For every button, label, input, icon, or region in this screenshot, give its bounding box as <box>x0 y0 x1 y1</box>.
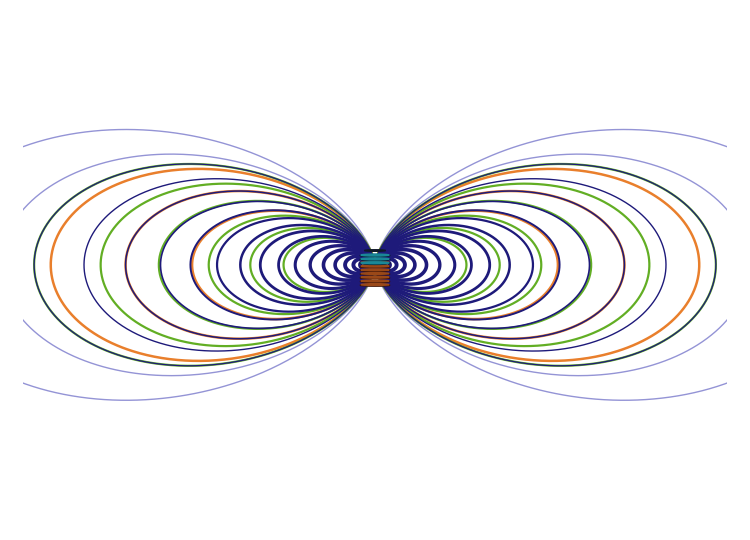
Ellipse shape <box>360 273 390 275</box>
Ellipse shape <box>360 254 390 256</box>
Ellipse shape <box>361 269 389 271</box>
Ellipse shape <box>364 249 386 251</box>
Ellipse shape <box>360 262 390 264</box>
Ellipse shape <box>361 265 389 267</box>
Ellipse shape <box>361 262 389 264</box>
Ellipse shape <box>360 262 390 265</box>
Ellipse shape <box>360 258 390 261</box>
Ellipse shape <box>360 281 390 282</box>
Ellipse shape <box>360 284 390 286</box>
Ellipse shape <box>361 276 389 278</box>
Ellipse shape <box>361 258 389 260</box>
Ellipse shape <box>361 261 389 264</box>
Ellipse shape <box>361 254 389 256</box>
Ellipse shape <box>361 284 389 286</box>
Ellipse shape <box>360 269 390 272</box>
Ellipse shape <box>360 277 390 279</box>
Ellipse shape <box>361 273 389 274</box>
Ellipse shape <box>360 266 390 268</box>
Ellipse shape <box>361 280 389 282</box>
